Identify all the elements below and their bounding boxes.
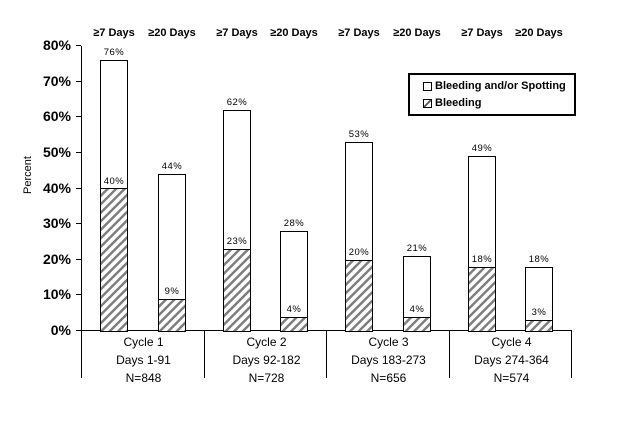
category-cycle-label: Cycle 1	[123, 335, 164, 349]
y-tick-label: 60%	[42, 108, 71, 124]
total-value-label: 62%	[226, 97, 248, 108]
bar-ge20-days	[403, 256, 431, 332]
column-header-ge7-days: ≥7 Days	[216, 27, 258, 39]
bleeding-value-label: 4%	[286, 304, 302, 315]
bar-ge20-days	[525, 267, 553, 332]
bleeding-value-label: 3%	[531, 307, 547, 318]
category-days-label: Days 183-273	[351, 353, 426, 367]
bar-ge7-days	[223, 110, 251, 332]
bleeding-value-label: 20%	[348, 247, 370, 258]
legend-item-bleeding: Bleeding	[423, 97, 574, 109]
column-header-ge7-days: ≥7 Days	[93, 27, 135, 39]
bleeding-hatched-segment	[526, 320, 552, 331]
y-tick-label: 30%	[42, 215, 71, 231]
category-separator	[449, 331, 450, 378]
y-tick-label: 20%	[42, 251, 71, 267]
legend-swatch-white-icon	[423, 81, 432, 91]
bleeding-value-label: 4%	[409, 304, 425, 315]
bleeding-hatched-segment	[224, 249, 250, 331]
bleeding-hatched-segment	[404, 317, 430, 331]
bleeding-hatched-segment	[281, 317, 307, 331]
total-value-label: 53%	[348, 129, 370, 140]
bleeding-value-label: 9%	[164, 286, 180, 297]
category-n-label: N=574	[493, 371, 530, 385]
bar-ge7-days	[100, 60, 128, 332]
total-value-label: 18%	[528, 254, 550, 265]
bar-ge20-days	[158, 174, 186, 332]
category-days-label: Days 274-364	[474, 353, 549, 367]
bleeding-value-label: 23%	[226, 236, 248, 247]
bar-ge20-days	[280, 231, 308, 332]
category-days-label: Days 1-91	[116, 353, 171, 367]
y-tick-label: 10%	[42, 286, 71, 302]
category-cycle-label: Cycle 3	[368, 335, 409, 349]
category-separator	[571, 331, 572, 378]
y-tick-mark	[76, 259, 81, 260]
legend-label-bleeding: Bleeding	[435, 97, 482, 109]
column-header-ge20-days: ≥20 Days	[515, 27, 563, 39]
total-value-label: 76%	[103, 47, 125, 58]
bleeding-hatched-segment	[101, 188, 127, 331]
y-tick-mark	[76, 223, 81, 224]
total-value-label: 49%	[471, 143, 493, 154]
column-header-ge20-days: ≥20 Days	[270, 27, 318, 39]
category-cycle-label: Cycle 2	[246, 335, 287, 349]
legend-item-bleeding-and-or-spotting: Bleeding and/or Spotting	[423, 80, 574, 92]
legend-swatch-hatched-icon	[423, 98, 432, 108]
x-axis-line	[81, 330, 572, 331]
y-tick-mark	[76, 152, 81, 153]
total-value-label: 44%	[161, 161, 183, 172]
column-header-ge20-days: ≥20 Days	[393, 27, 441, 39]
bleeding-value-label: 40%	[103, 176, 125, 187]
y-axis-line	[81, 46, 82, 378]
y-tick-label: 50%	[42, 144, 71, 160]
y-tick-mark	[76, 45, 81, 46]
bleeding-hatched-segment	[159, 299, 185, 331]
legend-label-bleeding-and-or-spotting: Bleeding and/or Spotting	[435, 80, 566, 92]
y-tick-mark	[76, 294, 81, 295]
category-n-label: N=656	[370, 371, 407, 385]
category-separator	[326, 331, 327, 378]
legend: Bleeding and/or Spotting Bleeding	[408, 73, 576, 116]
y-tick-mark	[76, 188, 81, 189]
bar-ge7-days	[345, 142, 373, 332]
total-value-label: 21%	[406, 243, 428, 254]
y-tick-mark	[76, 330, 81, 331]
y-tick-mark	[76, 116, 81, 117]
category-n-label: N=848	[125, 371, 162, 385]
y-tick-label: 70%	[42, 73, 71, 89]
column-header-ge7-days: ≥7 Days	[338, 27, 380, 39]
category-days-label: Days 92-182	[232, 353, 301, 367]
column-header-ge20-days: ≥20 Days	[148, 27, 196, 39]
bleeding-value-label: 18%	[471, 254, 493, 265]
y-tick-label: 40%	[42, 180, 71, 196]
category-cycle-label: Cycle 4	[491, 335, 532, 349]
category-n-label: N=728	[248, 371, 285, 385]
column-header-ge7-days: ≥7 Days	[461, 27, 503, 39]
y-tick-label: 0%	[50, 322, 71, 338]
category-separator	[204, 331, 205, 378]
y-tick-mark	[76, 81, 81, 82]
y-tick-label: 80%	[42, 37, 71, 53]
total-value-label: 28%	[283, 218, 305, 229]
bar-ge7-days	[468, 156, 496, 332]
bleeding-hatched-segment	[346, 260, 372, 331]
bleeding-hatched-segment	[469, 267, 495, 331]
